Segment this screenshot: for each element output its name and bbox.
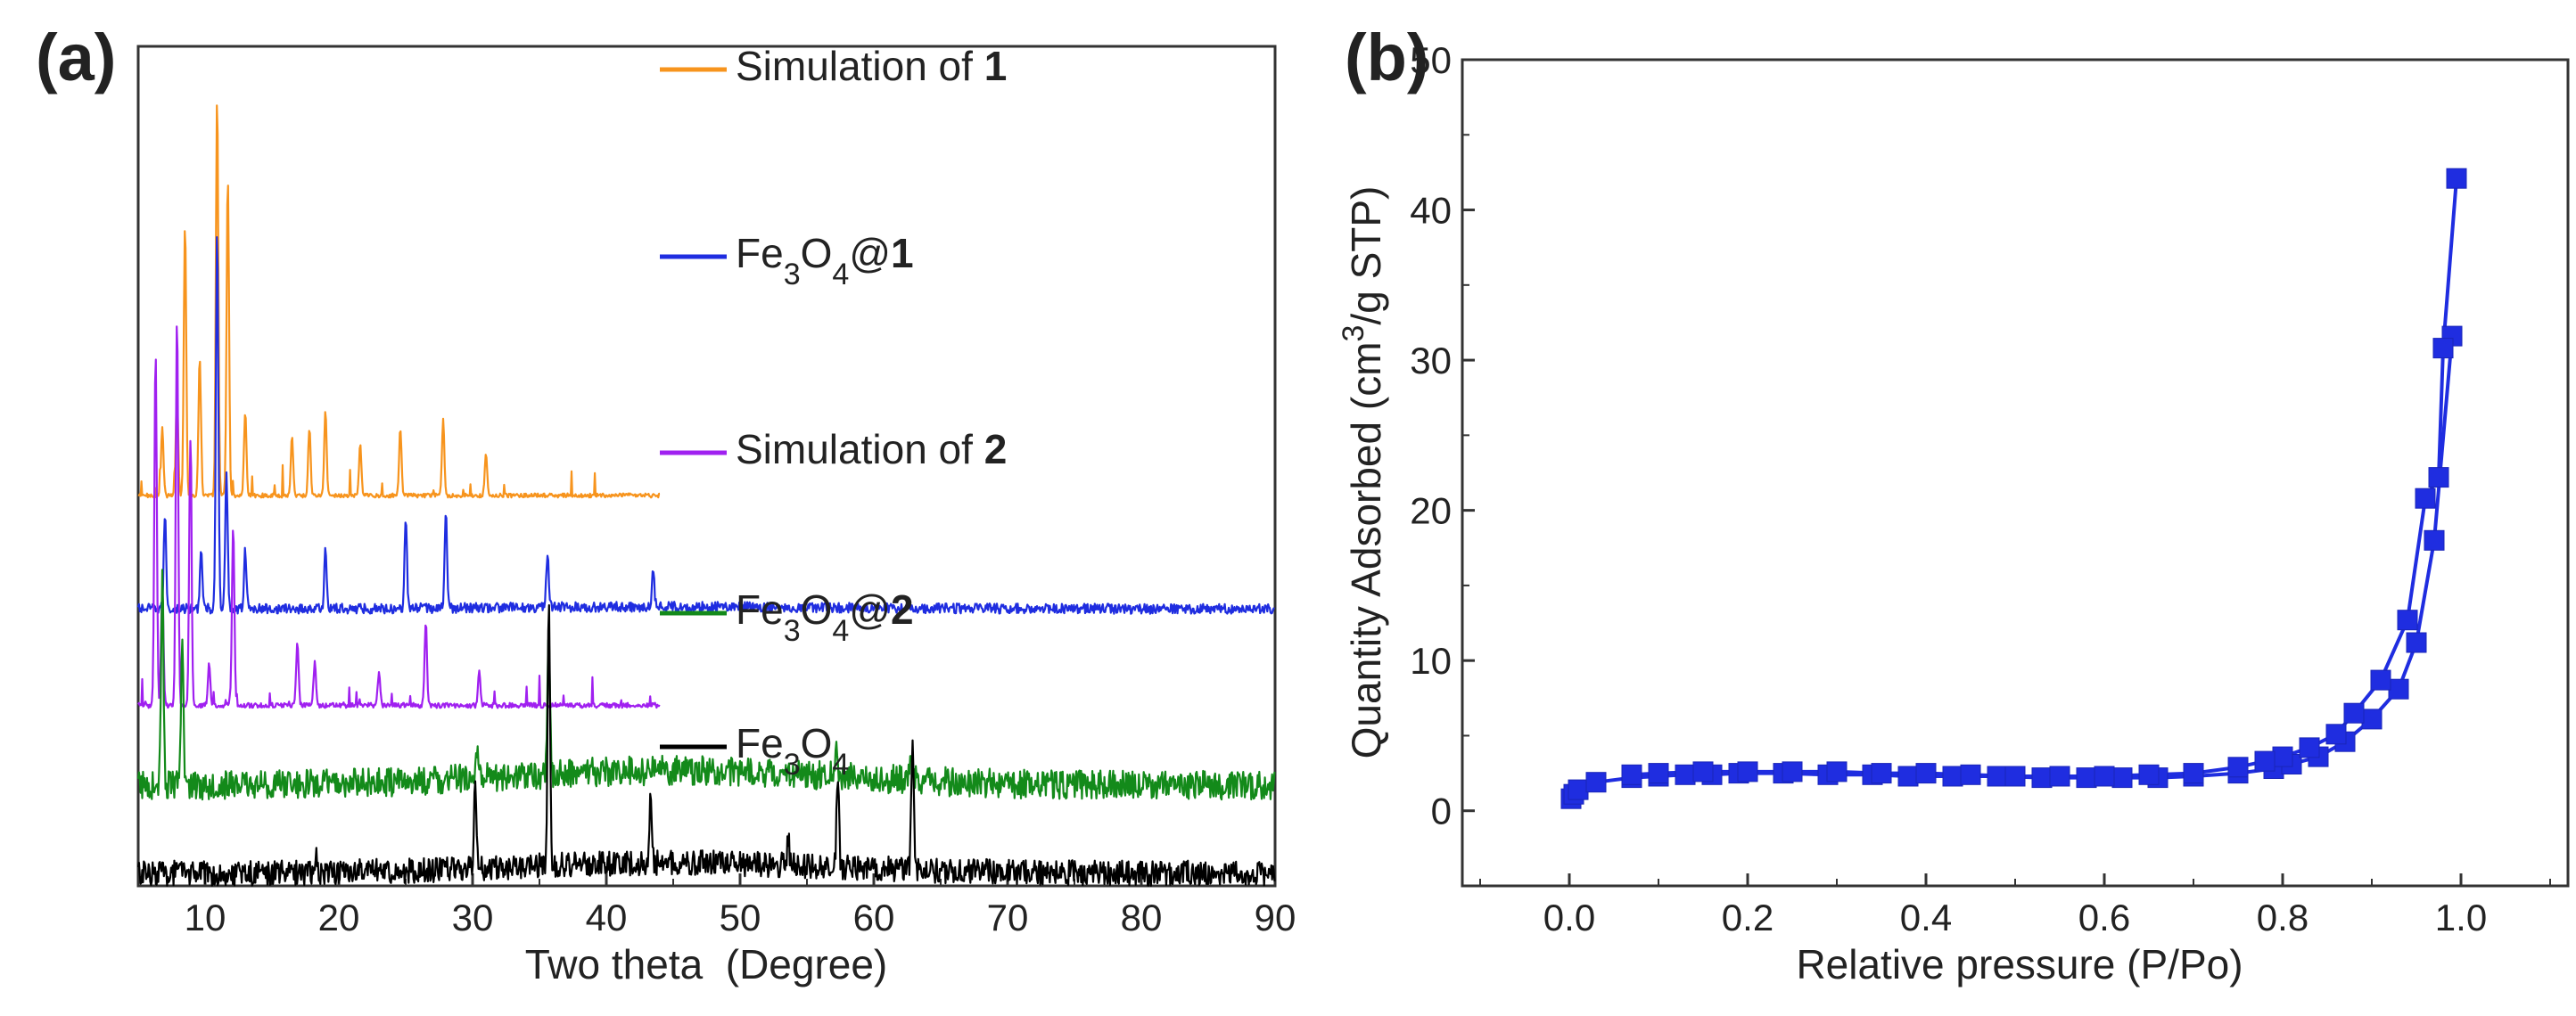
panel-a-series-line-1 xyxy=(137,104,661,499)
panel-b-label: (b) xyxy=(1345,20,1429,94)
panel-b-x-tick-label: 0.6 xyxy=(2078,897,2130,938)
panel-b-desorption-marker xyxy=(2370,669,2391,691)
panel-b-desorption-marker xyxy=(1915,763,1937,784)
panel-b-desorption-marker xyxy=(1692,761,1714,782)
panel-b-desorption-marker xyxy=(2004,766,2026,787)
panel-b-desorption-marker xyxy=(2446,168,2467,189)
panel-b-axis-ticks: 0.0 0.2 0.4 0.6 0.8 1.0 0 10 20 30 40 50 xyxy=(1410,39,2551,938)
panel-b-desorption-marker xyxy=(1737,761,1758,782)
panel-a-legend-label-3: Simulation of 2 xyxy=(736,426,1007,472)
panel-a-x-tick-label: 50 xyxy=(720,897,761,938)
panel-b-desorption-marker xyxy=(2299,737,2320,758)
panel-b-adsorption-line xyxy=(1569,335,2454,800)
panel-a-x-tick-label: 30 xyxy=(452,897,494,938)
panel-b-desorption-marker xyxy=(1621,764,1642,785)
panel-b-desorption-marker xyxy=(2227,757,2249,778)
panel-b-x-tick-label: 0.8 xyxy=(2257,897,2309,938)
panel-b-series-group xyxy=(1560,168,2467,809)
panel-a-plot-frame xyxy=(136,45,1277,888)
panel-a-x-tick-label: 80 xyxy=(1121,897,1163,938)
panel-b-x-axis-title: Relative pressure (P/Po) xyxy=(1796,941,2243,987)
panel-b-isotherm-plot: (b) 0.0 0.2 0.4 0.6 0.8 1.0 0 10 20 30 40 50 Relati… xyxy=(1337,20,2570,987)
panel-b-adsorption-marker xyxy=(2031,767,2053,789)
panel-b-desorption-marker xyxy=(2049,766,2070,787)
panel-a-legend-label-1: Simulation of 1 xyxy=(736,43,1007,89)
panel-b-x-tick-label: 1.0 xyxy=(2435,897,2487,938)
panel-b-x-tick-label: 0.4 xyxy=(1900,897,1952,938)
panel-b-adsorption-marker xyxy=(2111,767,2133,789)
panel-a-legend: Simulation of 1 Fe3O4@1 Simulation of 2 Fe3… xyxy=(660,43,1007,782)
panel-b-desorption-marker xyxy=(2094,766,2115,787)
panel-b-desorption-marker xyxy=(1648,763,1669,784)
panel-a-x-tick-label: 60 xyxy=(853,897,895,938)
panel-a-series-line-4 xyxy=(136,569,1276,801)
panel-b-desorption-marker xyxy=(2415,488,2436,509)
panel-b-desorption-marker xyxy=(2428,467,2449,488)
panel-a-legend-label-5: Fe3O4 xyxy=(736,720,849,782)
panel-b-desorption-marker xyxy=(2343,702,2365,724)
panel-b-desorption-marker xyxy=(2272,746,2293,767)
panel-b-y-tick-label: 20 xyxy=(1410,490,1452,532)
panel-b-adsorption-marker xyxy=(2076,767,2097,789)
panel-b-adsorption-marker xyxy=(1942,766,1963,787)
panel-a-x-tick-label: 10 xyxy=(185,897,226,938)
panel-b-adsorption-marker xyxy=(2424,529,2445,551)
panel-b-desorption-marker xyxy=(2397,610,2418,631)
panel-b-adsorption-marker xyxy=(2406,632,2427,653)
panel-a-x-tick-label: 40 xyxy=(586,897,628,938)
panel-a-x-tick-label: 70 xyxy=(987,897,1029,938)
panel-b-x-tick-label: 0.0 xyxy=(1543,897,1595,938)
panel-b-adsorption-marker xyxy=(1585,772,1607,793)
panel-a-x-axis-title: Two theta (Degree) xyxy=(525,941,888,987)
panel-b-desorption-marker xyxy=(2138,764,2160,785)
panel-b-adsorption-marker xyxy=(1568,779,1589,800)
panel-a-legend-label-2: Fe3O4@1 xyxy=(736,230,914,291)
panel-b-y-tick-label: 30 xyxy=(1410,340,1452,381)
panel-b-adsorption-marker xyxy=(2361,709,2383,730)
panel-b-desorption-marker xyxy=(2432,338,2454,359)
panel-b-desorption-marker xyxy=(2183,763,2204,784)
panel-b-desorption-line xyxy=(1631,178,2458,778)
panel-b-adsorption-marker xyxy=(2388,678,2409,700)
panel-b-desorption-marker xyxy=(1960,764,1981,785)
panel-b-y-tick-label: 40 xyxy=(1410,190,1452,232)
panel-a-label: (a) xyxy=(36,20,116,94)
panel-a-xrd-plot: (a) 10 20 30 40 50 60 70 80 90 Simulation of 1 Fe… xyxy=(36,20,1296,987)
panel-a-series-group xyxy=(136,104,1276,887)
panel-a-legend-label-4: Fe3O4@2 xyxy=(736,586,914,648)
panel-b-desorption-marker xyxy=(2254,750,2276,772)
panel-b-y-axis-title: Quantity Adsorbed (cm3/g STP) xyxy=(1337,186,1389,759)
panel-b-y-tick-label: 0 xyxy=(1431,791,1452,832)
panel-b-desorption-marker xyxy=(2325,724,2347,745)
panel-b-adsorption-marker xyxy=(1675,764,1696,785)
panel-b-desorption-marker xyxy=(1782,761,1803,782)
panel-b-plot-frame xyxy=(1461,58,2570,888)
panel-b-y-tick-label: 50 xyxy=(1410,39,1452,81)
panel-a-x-tick-label: 90 xyxy=(1255,897,1296,938)
panel-a-series-line-3 xyxy=(137,325,661,709)
panel-a-series-line-5 xyxy=(136,603,1276,887)
panel-b-desorption-marker xyxy=(1871,763,1892,784)
panel-a-x-tick-label: 20 xyxy=(318,897,360,938)
panel-b-adsorption-marker xyxy=(1987,766,2008,787)
panel-b-x-tick-label: 0.2 xyxy=(1722,897,1774,938)
panel-b-desorption-marker xyxy=(1826,761,1848,782)
panel-a-series-line-2 xyxy=(136,236,1275,615)
panel-b-adsorption-marker xyxy=(1897,766,1919,787)
panel-b-y-tick-label: 10 xyxy=(1410,640,1452,682)
panel-a-x-ticks: 10 20 30 40 50 60 70 80 90 xyxy=(185,873,1296,938)
